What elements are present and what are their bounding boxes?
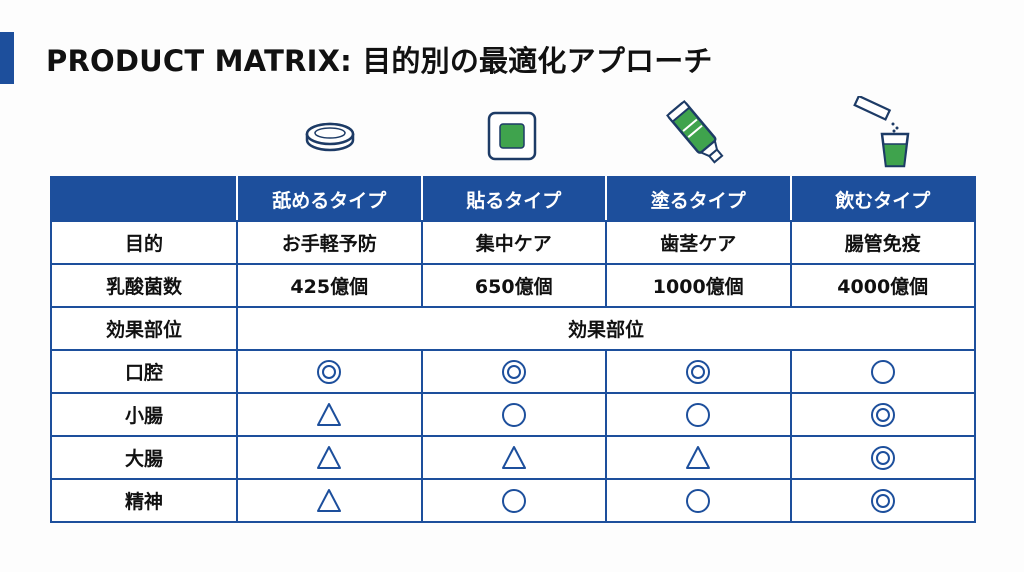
- mark-cell: [420, 349, 607, 394]
- header-apply-type: 塗るタイプ: [605, 176, 792, 222]
- mark-cell: [789, 435, 976, 480]
- effect-rows: 口腔 小腸 大腸 精神: [50, 349, 976, 523]
- row-label: 大腸: [50, 435, 238, 480]
- table-row: 乳酸菌数 425億個 650億個 1000億個 4000億個: [50, 263, 976, 308]
- circle-mark-icon: [870, 359, 895, 384]
- header-drink-type: 飲むタイプ: [789, 176, 976, 222]
- triangle-mark-icon: [317, 488, 342, 512]
- triangle-mark-icon: [317, 402, 342, 426]
- row-label: 目的: [50, 220, 238, 265]
- table-cell: お手軽予防: [236, 220, 423, 265]
- table-cell: 4000億個: [789, 263, 976, 308]
- double-circle-mark-icon: [870, 402, 895, 427]
- table-cell: 腸管免疫: [789, 220, 976, 265]
- row-label: 小腸: [50, 392, 238, 437]
- double-circle-mark-icon: [870, 445, 895, 470]
- double-circle-mark-icon: [870, 488, 895, 513]
- mark-cell: [236, 435, 423, 480]
- row-label: 乳酸菌数: [50, 263, 238, 308]
- circle-mark-icon: [686, 488, 711, 513]
- table-row: 目的 お手軽予防 集中ケア 歯茎ケア 腸管免疫: [50, 220, 976, 265]
- toothpaste-tube-icon: [664, 96, 734, 174]
- header-lick-type: 舐めるタイプ: [236, 176, 423, 222]
- lozenge-icon: [302, 96, 358, 174]
- table-row: 口腔: [50, 349, 976, 394]
- triangle-mark-icon: [501, 445, 526, 469]
- circle-mark-icon: [501, 488, 526, 513]
- table-cell: 1000億個: [605, 263, 792, 308]
- triangle-mark-icon: [317, 445, 342, 469]
- table-header-row: 舐めるタイプ 貼るタイプ 塗るタイプ 飲むタイプ: [50, 176, 976, 222]
- table-row: 大腸: [50, 435, 976, 480]
- header-corner: [50, 176, 238, 222]
- row-label: 効果部位: [50, 306, 238, 351]
- row-label: 口腔: [50, 349, 238, 394]
- mark-cell: [420, 435, 607, 480]
- mark-cell: [789, 392, 976, 437]
- section-span-cell: 効果部位: [236, 306, 976, 351]
- drink-stick-cup-icon: [850, 96, 920, 174]
- mark-cell: [420, 392, 607, 437]
- page-title: PRODUCT MATRIX: 目的別の最適化アプローチ: [46, 44, 713, 78]
- circle-mark-icon: [501, 402, 526, 427]
- section-row: 効果部位 効果部位: [50, 306, 976, 351]
- circle-mark-icon: [686, 402, 711, 427]
- mark-cell: [789, 478, 976, 523]
- table-row: 小腸: [50, 392, 976, 437]
- double-circle-mark-icon: [686, 359, 711, 384]
- triangle-mark-icon: [686, 445, 711, 469]
- product-icons-row: [0, 96, 1024, 174]
- product-matrix-table: 舐めるタイプ 貼るタイプ 塗るタイプ 飲むタイプ 目的 お手軽予防 集中ケア 歯…: [50, 176, 976, 523]
- mark-cell: [605, 349, 792, 394]
- mark-cell: [605, 435, 792, 480]
- table-cell: 歯茎ケア: [605, 220, 792, 265]
- mark-cell: [236, 349, 423, 394]
- table-row: 精神: [50, 478, 976, 523]
- mark-cell: [605, 392, 792, 437]
- row-label: 精神: [50, 478, 238, 523]
- table-cell: 425億個: [236, 263, 423, 308]
- mark-cell: [236, 478, 423, 523]
- mark-cell: [789, 349, 976, 394]
- double-circle-mark-icon: [317, 359, 342, 384]
- title-accent-bar: [0, 32, 14, 84]
- table-cell: 集中ケア: [420, 220, 607, 265]
- mark-cell: [236, 392, 423, 437]
- table-cell: 650億個: [420, 263, 607, 308]
- double-circle-mark-icon: [501, 359, 526, 384]
- mark-cell: [420, 478, 607, 523]
- mark-cell: [605, 478, 792, 523]
- patch-icon: [486, 96, 542, 174]
- header-patch-type: 貼るタイプ: [420, 176, 607, 222]
